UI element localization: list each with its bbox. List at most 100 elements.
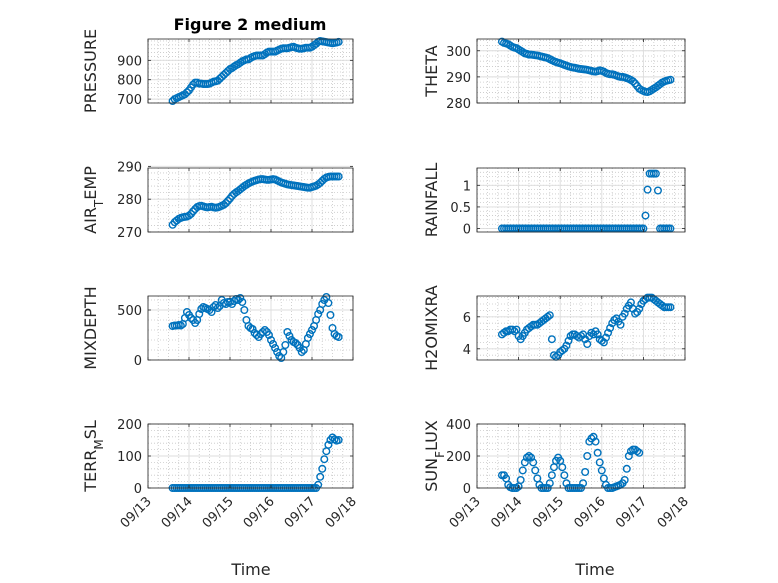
data-point	[527, 453, 536, 462]
data-point	[281, 341, 290, 350]
data-point	[334, 436, 343, 445]
subplot-theta: 280 290 300 THETA	[422, 37, 686, 112]
y-tick-label: 290	[117, 160, 142, 175]
data-point	[308, 326, 317, 335]
data-point	[189, 207, 198, 216]
x-axis-label-left: Time	[230, 560, 270, 579]
y-axis-label-theta: THETA	[422, 45, 441, 97]
data-point	[606, 324, 615, 333]
data-point	[583, 452, 592, 461]
data-point	[653, 186, 662, 195]
subplot-air-temp: 270 280 290 AIRTEMP	[81, 160, 354, 241]
y-tick-label: 100	[117, 450, 142, 465]
axes-box	[147, 167, 354, 233]
data-point	[271, 344, 280, 353]
y-tick-label: 4	[463, 343, 471, 358]
subplot-mixdepth: 0 500 MIXDEPTH	[81, 286, 354, 370]
data-point	[283, 328, 292, 337]
data-point	[248, 325, 257, 334]
data-point	[529, 458, 538, 467]
data-point	[629, 77, 638, 86]
series-mixdepth	[168, 293, 343, 363]
data-point	[624, 452, 633, 461]
series-h2omixra	[497, 293, 675, 361]
data-point	[616, 320, 625, 329]
data-point	[279, 348, 288, 357]
data-point	[620, 309, 629, 318]
y-tick-label: 290	[446, 71, 471, 86]
data-point	[581, 468, 590, 477]
y-tick-label: 0.5	[450, 201, 471, 216]
y-tick-label: 6	[463, 311, 471, 326]
data-point	[320, 455, 329, 464]
y-tick-label: 200	[446, 450, 471, 465]
data-point	[314, 310, 323, 319]
data-point	[264, 331, 273, 340]
data-point	[324, 440, 333, 449]
data-point	[593, 330, 602, 339]
data-point	[635, 448, 644, 457]
data-point	[545, 479, 554, 488]
y-tick-label: 280	[446, 97, 471, 112]
data-point	[324, 299, 333, 308]
y-axis-label-air-temp: AIRTEMP	[81, 166, 106, 234]
data-point	[334, 333, 343, 342]
data-point	[213, 304, 222, 313]
data-point	[666, 75, 675, 84]
data-point	[601, 333, 610, 342]
series-pressure	[168, 36, 343, 106]
y-tick-label: 700	[117, 93, 142, 108]
data-point	[595, 458, 604, 467]
data-point	[234, 296, 243, 305]
y-axis-label-h2omixra: H2OMIXRA	[422, 285, 441, 371]
data-point	[543, 312, 552, 321]
y-tick-label: 0	[134, 354, 142, 369]
data-point	[597, 466, 606, 475]
data-point	[260, 326, 269, 335]
x-axis-label-right: Time	[574, 560, 614, 579]
y-tick-label: 1	[463, 179, 471, 194]
data-point	[238, 298, 247, 307]
data-point	[620, 476, 629, 485]
axes-box	[476, 295, 686, 361]
data-point	[316, 178, 325, 187]
data-point	[579, 479, 588, 488]
data-point	[641, 211, 650, 220]
data-point	[562, 479, 571, 488]
data-point	[207, 308, 216, 317]
data-point	[291, 339, 300, 348]
data-point	[184, 211, 193, 220]
axes-box	[147, 295, 354, 361]
y-tick-label: 200	[117, 418, 142, 433]
data-point	[666, 303, 675, 312]
data-point	[508, 325, 517, 334]
data-point	[549, 351, 558, 360]
y-tick-label: 300	[446, 45, 471, 60]
data-point	[520, 458, 529, 467]
y-axis-label-terr-msl: TERRMSL	[81, 420, 106, 493]
data-point	[525, 452, 534, 461]
data-point	[547, 335, 556, 344]
y-axis-label-rainfall: RAINFALL	[422, 163, 441, 238]
data-point	[545, 311, 554, 320]
data-point	[558, 346, 567, 355]
y-tick-label: 500	[117, 304, 142, 319]
data-point	[236, 294, 245, 303]
data-point	[275, 352, 284, 361]
data-point	[651, 169, 660, 178]
data-point	[267, 336, 276, 345]
subplot-pressure: Figure 2 medium 700 800 900 PRESSURE	[81, 15, 354, 113]
data-point	[252, 331, 261, 340]
data-point	[531, 466, 540, 475]
data-point	[516, 476, 525, 485]
axes-box	[147, 38, 354, 104]
data-point	[510, 327, 519, 336]
y-tick-label: 900	[117, 54, 142, 69]
data-point	[269, 340, 278, 349]
data-point	[599, 338, 608, 347]
y-axis-label-sun-flux: SUNFLUX	[422, 420, 447, 492]
data-point	[285, 332, 294, 341]
y-tick-label: 0	[463, 223, 471, 238]
data-point	[240, 306, 249, 315]
